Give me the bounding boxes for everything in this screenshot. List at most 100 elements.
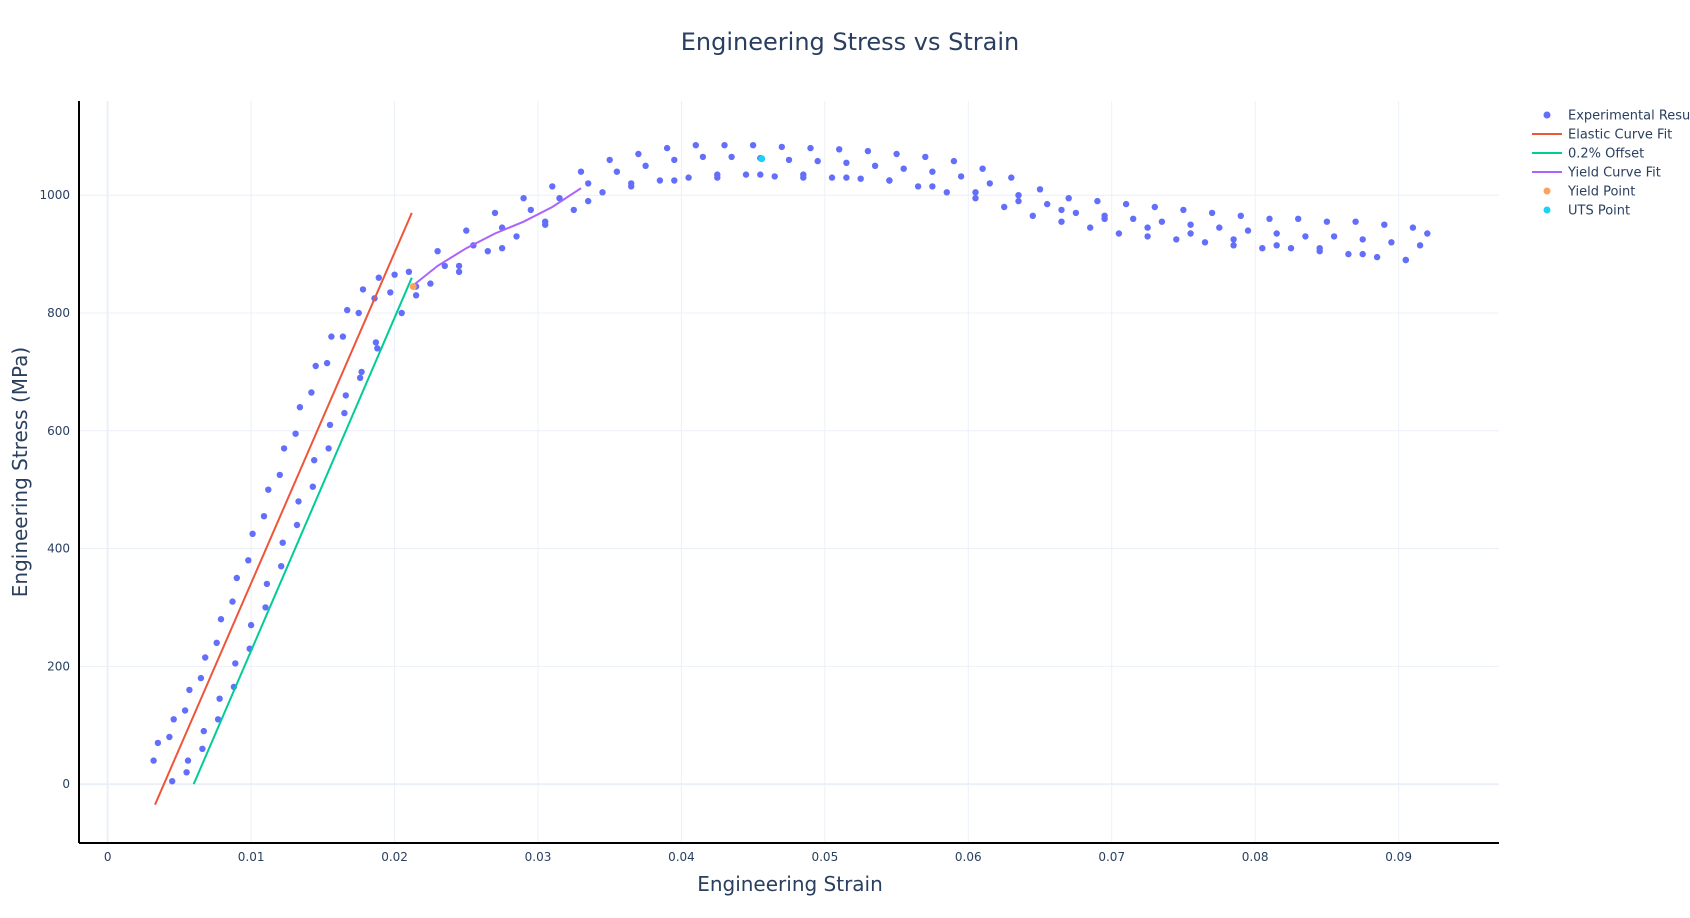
experimental-point [871,162,879,169]
experimental-point [341,409,348,417]
experimental-point [771,173,778,180]
experimental-point [1065,195,1072,202]
chart-title: Engineering Stress vs Strain [681,28,1019,56]
experimental-point [359,286,367,293]
experimental-point [613,168,621,175]
grid [79,101,1499,843]
experimental-point [1144,233,1151,240]
experimental-point [1216,224,1223,231]
experimental-point [1001,203,1008,211]
experimental-point [374,345,381,352]
x-tick-label: 0.03 [525,850,552,864]
experimental-point [498,245,506,252]
experimental-point [1015,192,1022,199]
experimental-point [323,359,331,367]
experimental-point [714,174,721,181]
legend-label: Experimental Results [1568,109,1690,124]
legend-item-uts-point[interactable]: UTS Point [1543,204,1631,219]
experimental-point [807,144,814,152]
uts-point-marker [758,155,766,163]
experimental-point [463,227,470,234]
experimental-point [169,778,176,785]
legend-label: Yield Point [1567,185,1635,200]
experimental-point [1345,250,1352,258]
y-axis-title: Engineering Stress (MPa) [8,347,32,597]
experimental-point [434,248,441,255]
experimental-point [427,280,434,287]
legend-item-yield-curve-fit[interactable]: Yield Curve Fit [1532,166,1661,181]
experimental-point [527,206,534,214]
experimental-point [685,174,692,181]
x-tick-label: 0.07 [1098,850,1125,864]
experimental-point [785,156,793,164]
legend-item-elastic-curve-fit[interactable]: Elastic Curve Fit [1532,128,1672,143]
experimental-point [387,289,394,296]
experimental-point [900,165,907,172]
experimental-point [1173,236,1180,243]
axes [78,101,1499,844]
experimental-point [1187,230,1194,237]
experimental-point [1072,209,1080,217]
experimental-point [216,695,223,702]
legend-item-yield-point[interactable]: Yield Point [1543,185,1636,200]
x-tick-label: 0.02 [381,850,408,864]
experimental-point [570,206,577,214]
experimental-point [1388,239,1395,246]
experimental-point [893,150,900,158]
experimental-point [549,183,556,190]
experimental-point [181,707,189,714]
legend: Experimental Results Elastic Curve Fit 0.2… [1532,109,1690,219]
experimental-point [1101,215,1108,222]
experimental-point [699,153,707,161]
experimental-point [1029,212,1037,219]
experimental-point [249,530,256,537]
experimental-point [375,274,382,281]
experimental-point [398,309,405,317]
experimental-point [929,183,936,190]
experimental-point [412,292,420,299]
experimental-point [599,189,606,196]
experimental-point [556,195,563,202]
experimental-point [245,557,252,564]
y-tick-label: 400 [47,542,70,556]
experimental-point [943,189,950,196]
experimental-point [843,174,850,181]
experimental-point [585,180,592,187]
experimental-point [358,368,365,376]
experimental-point [295,498,302,505]
experimental-point [1087,224,1094,231]
experimental-point [280,445,288,452]
experimental-point [308,389,315,396]
x-tick-label: 0.09 [1385,850,1412,864]
experimental-point [542,221,549,228]
experimental-point [247,621,255,629]
experimental-point [1094,197,1101,205]
experimental-point [513,233,520,240]
experimental-point [1058,218,1065,225]
experimental-point [213,639,220,646]
experimental-point [372,339,380,346]
experimental-point [886,177,893,184]
experimental-point [154,739,162,747]
experimental-point [986,180,993,187]
legend-item-0-2-offset[interactable]: 0.2% Offset [1532,147,1644,162]
experimental-point [671,156,678,164]
experimental-point [232,660,239,667]
experimental-point [800,171,807,178]
legend-item-experimental-results[interactable]: Experimental Results [1543,109,1690,124]
experimental-point [1330,233,1338,240]
experimental-point [663,144,671,152]
yield-point-marker [409,283,417,290]
experimental-point [1409,224,1417,231]
experimental-point [1402,256,1410,264]
legend-label: Yield Curve Fit [1567,166,1661,181]
experimental-point [484,248,491,255]
experimental-point [344,306,351,314]
x-tick-label: 0 [104,850,112,864]
experimental-point [1273,242,1280,249]
experimental-point [1373,253,1381,261]
experimental-point [1151,203,1159,211]
experimental-point [265,486,272,493]
experimental-point [1044,200,1051,208]
experimental-point [1381,221,1388,228]
